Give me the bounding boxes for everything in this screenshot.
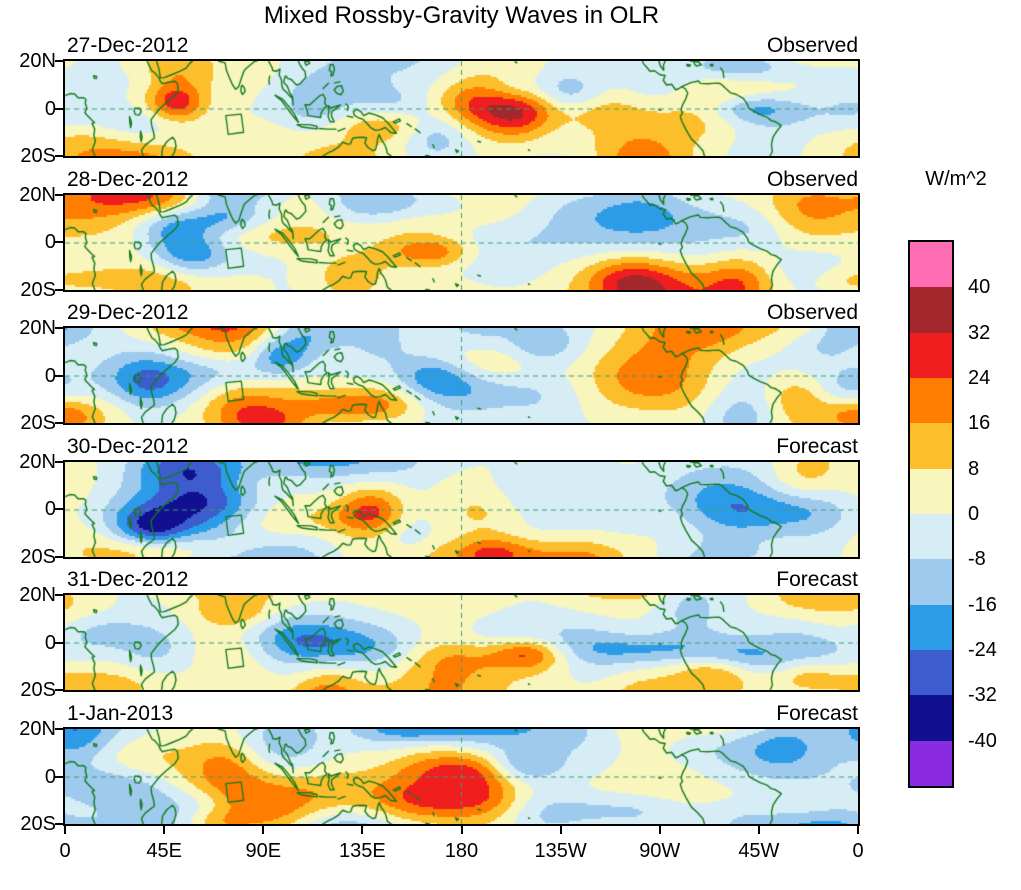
map-panel-canvas	[63, 727, 860, 826]
axis-tick	[262, 826, 265, 834]
panel-source-label: Forecast	[776, 568, 858, 592]
axis-tick	[55, 107, 63, 110]
y-tick-label: 0	[44, 231, 56, 254]
colorbar-tick-label: -40	[968, 729, 997, 752]
axis-tick	[55, 60, 63, 62]
x-tick-label: 45E	[146, 840, 182, 862]
colorbar-cell	[910, 740, 952, 786]
y-tick-label: 0	[44, 97, 56, 120]
map-panel-canvas	[63, 459, 860, 559]
panel-date-label: 1-Jan-2013	[67, 702, 174, 725]
axis-tick	[757, 826, 760, 834]
map-panel-canvas	[63, 192, 860, 292]
y-tick-label: 20N	[19, 718, 56, 740]
axis-tick	[55, 689, 63, 692]
x-tick-label: 0	[852, 840, 864, 862]
colorbar-tick-label: 16	[968, 412, 991, 435]
x-tick-label: 180	[444, 840, 479, 862]
y-tick-label: 0	[44, 498, 56, 521]
axis-tick	[64, 826, 66, 834]
y-tick-label: 20S	[20, 545, 56, 568]
axis-tick	[55, 155, 63, 157]
colorbar-tick-label: 8	[968, 457, 980, 480]
axis-tick	[55, 374, 63, 377]
axis-tick	[55, 288, 63, 291]
panel-date-label: 30-Dec-2012	[67, 434, 189, 458]
axis-tick	[55, 460, 63, 463]
panel-source-label: Observed	[766, 34, 858, 57]
y-tick-label: 0	[44, 364, 56, 387]
axis-tick	[55, 555, 63, 558]
y-tick-label: 20S	[20, 145, 56, 167]
colorbar-cell	[910, 468, 952, 514]
y-tick-label: 20S	[20, 679, 56, 702]
colorbar-units-label: W/m^2	[925, 168, 987, 190]
axis-tick	[55, 775, 63, 778]
colorbar-tick-label: 32	[968, 321, 991, 344]
y-tick-label: 0	[44, 765, 56, 788]
axis-tick	[857, 826, 859, 834]
y-tick-label: 20N	[19, 584, 56, 607]
x-tick-label: 90W	[639, 840, 681, 862]
axis-tick	[658, 826, 661, 834]
colorbar-tick-label: 0	[968, 503, 980, 525]
x-tick-label: 135W	[534, 840, 587, 862]
axis-tick	[460, 826, 463, 834]
axis-tick	[55, 641, 63, 644]
axis-tick	[163, 826, 166, 834]
colorbar-cell	[910, 287, 952, 333]
axis-tick	[55, 594, 63, 597]
x-tick-label: 45W	[738, 840, 780, 862]
axis-tick	[55, 422, 63, 425]
chart-title: Mixed Rossby-Gravity Waves in OLR	[263, 2, 660, 29]
colorbar-cell	[910, 695, 952, 741]
panel-date-label: 29-Dec-2012	[67, 301, 189, 325]
x-tick-label: 135E	[339, 840, 386, 862]
axis-tick	[55, 823, 63, 825]
colorbar-tick-label: -32	[968, 684, 997, 707]
colorbar-cell	[910, 332, 952, 378]
colorbar-tick-label: -24	[968, 639, 997, 661]
colorbar-cell	[910, 604, 952, 650]
panel-date-label: 31-Dec-2012	[67, 568, 189, 592]
colorbar-tick-label: 40	[968, 276, 991, 299]
colorbar-tick-label: 24	[968, 367, 991, 389]
panel-date-label: 28-Dec-2012	[67, 167, 189, 191]
colorbar-cell	[910, 423, 952, 469]
panel-source-label: Forecast	[776, 434, 858, 458]
panel-source-label: Observed	[766, 167, 858, 191]
axis-tick	[55, 728, 63, 730]
colorbar-cell	[910, 377, 952, 424]
panel-date-label: 27-Dec-2012	[67, 34, 189, 57]
y-tick-label: 20N	[19, 317, 56, 340]
colorbar-cell	[910, 649, 952, 696]
y-tick-label: 20S	[20, 412, 56, 435]
panel-source-label: Forecast	[776, 702, 858, 725]
x-tick-label: 0	[59, 840, 71, 862]
colorbar-cell	[910, 559, 952, 605]
colorbar-cell	[910, 513, 952, 560]
y-tick-label: 20N	[19, 50, 56, 72]
map-panel-canvas	[63, 593, 860, 693]
x-tick-label: 90E	[245, 840, 282, 862]
axis-tick	[361, 826, 364, 834]
axis-tick	[559, 826, 562, 834]
colorbar	[908, 240, 954, 788]
y-tick-label: 20S	[20, 278, 56, 301]
y-tick-label: 20N	[19, 450, 56, 473]
axis-tick	[55, 327, 63, 330]
y-tick-label: 0	[44, 631, 56, 654]
map-panel-canvas	[63, 326, 860, 426]
y-tick-label: 20S	[20, 813, 56, 835]
colorbar-tick-label: -8	[968, 548, 986, 571]
panel-source-label: Observed	[766, 301, 858, 325]
map-panel-canvas	[63, 59, 860, 158]
colorbar-cell	[910, 242, 952, 288]
axis-tick	[55, 193, 63, 196]
colorbar-tick-label: -16	[968, 593, 997, 616]
y-tick-label: 20N	[19, 183, 56, 206]
axis-tick	[55, 508, 63, 511]
axis-tick	[55, 241, 63, 244]
